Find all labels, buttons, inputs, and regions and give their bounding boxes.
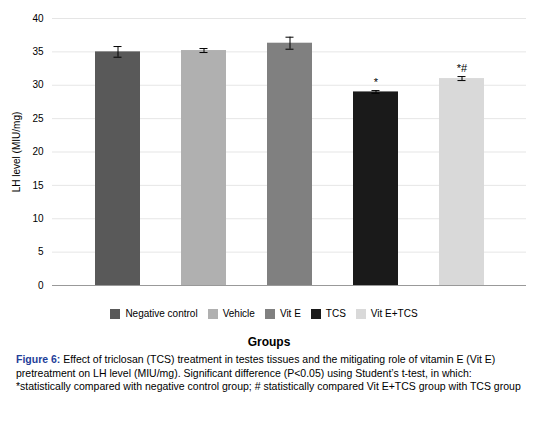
svg-text:25: 25 — [32, 113, 44, 124]
html-text:TCS: TCS — [325, 308, 346, 319]
svg-text:20: 20 — [32, 146, 44, 157]
svg-text:40: 40 — [32, 13, 44, 24]
html-text:Negative control: Negative control — [125, 308, 198, 319]
html-text:Vehicle: Vehicle — [222, 308, 255, 319]
svg-text:5: 5 — [38, 246, 44, 257]
svg-text:30: 30 — [32, 79, 44, 90]
html-text:Groups: Groups — [247, 335, 291, 349]
svg-text:15: 15 — [32, 180, 44, 191]
svg-text:10: 10 — [32, 213, 44, 224]
svg-text:LH level (MIU/mg): LH level (MIU/mg) — [11, 112, 22, 193]
svg-text:*: * — [374, 76, 379, 88]
svg-text:35: 35 — [32, 46, 44, 57]
svg-text:*#: *# — [457, 62, 468, 74]
svg-text:0: 0 — [38, 280, 44, 291]
html-text:Vit E: Vit E — [279, 308, 301, 319]
html-text:Figure 6: Effect of triclosan: Figure 6: Effect of triclosan (TCS) trea… — [16, 353, 521, 393]
html-text:Vit E+TCS: Vit E+TCS — [370, 308, 418, 319]
